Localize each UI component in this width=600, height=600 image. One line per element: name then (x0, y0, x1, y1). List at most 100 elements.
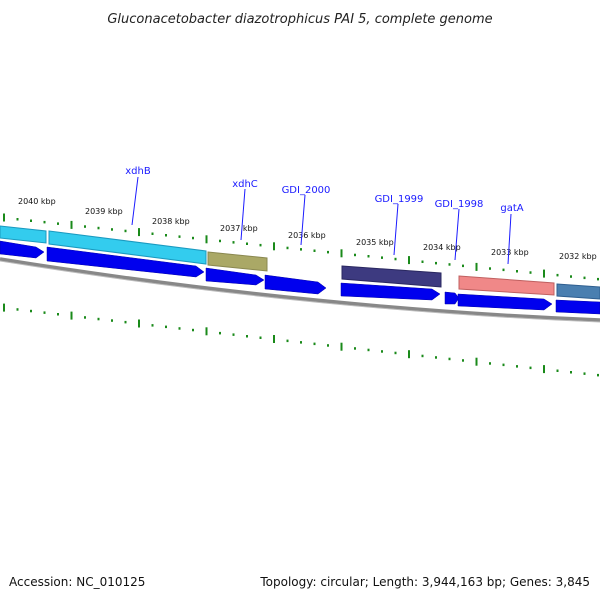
upper-minor-tick (219, 239, 221, 243)
lower-major-tick (3, 303, 5, 312)
tick-label-2039: 2039 kbp (85, 207, 123, 216)
gene-label-GDI_1998[interactable]: GDI_1998 (435, 199, 484, 210)
lower-minor-tick (259, 336, 262, 339)
tick-track-upper (3, 213, 599, 281)
gene-label-GDI_2000[interactable]: GDI_2000 (282, 185, 331, 196)
cds-arrow-3[interactable] (205, 267, 265, 286)
feature-gatA[interactable] (458, 275, 555, 296)
lower-minor-tick (448, 357, 451, 361)
lower-major-tick (205, 327, 208, 336)
upper-minor-tick (435, 261, 437, 265)
genome-backbone-highlight (0, 260, 600, 323)
leader-xdhC (240, 188, 246, 241)
upper-minor-tick (286, 246, 289, 250)
feature-xdhB[interactable] (48, 230, 207, 265)
lower-minor-tick (43, 311, 46, 314)
lower-major-tick (543, 365, 545, 374)
lower-minor-tick (219, 331, 221, 335)
gene-label-xdhB[interactable]: xdhB (125, 166, 151, 177)
feature-xdhC[interactable] (207, 251, 268, 272)
lower-major-tick (273, 335, 275, 343)
cds-arrow-7[interactable] (457, 293, 553, 311)
upper-minor-tick (43, 220, 46, 224)
lower-major-tick (475, 357, 478, 366)
tick-label-2037: 2037 kbp (220, 224, 258, 233)
lower-major-tick (340, 342, 343, 351)
leader-GDI_2000 (300, 194, 306, 246)
leader-gatA (507, 213, 512, 265)
tick-label-2032: 2032 kbp (559, 252, 597, 261)
lower-minor-tick (435, 356, 437, 359)
cds-arrow-5[interactable] (340, 282, 441, 301)
upper-minor-tick (313, 249, 316, 252)
upper-minor-tick (151, 232, 154, 235)
gene-label-GDI_1999[interactable]: GDI_1999 (375, 194, 424, 205)
cds-arrow-8[interactable] (555, 299, 600, 315)
lower-minor-tick (232, 333, 235, 336)
cds-arrow-1[interactable] (0, 240, 45, 259)
accession-label: Accession: NC_010125 (9, 575, 146, 589)
upper-minor-tick (502, 268, 505, 272)
feature-GDI_1999[interactable] (341, 265, 442, 288)
lower-minor-tick (597, 373, 599, 377)
lower-minor-tick (516, 365, 518, 368)
lower-major-tick (70, 311, 73, 320)
upper-minor-tick (394, 257, 397, 261)
lower-minor-tick (84, 316, 86, 319)
lower-minor-tick (192, 328, 194, 332)
upper-minor-tick (381, 256, 383, 259)
upper-minor-tick (192, 236, 194, 240)
upper-major-tick (273, 242, 275, 251)
upper-major-tick (475, 262, 478, 271)
upper-minor-tick (97, 226, 100, 230)
tick-track-lower (3, 303, 599, 377)
genome-backbone (0, 257, 600, 322)
upper-minor-tick (165, 234, 167, 237)
lower-minor-tick (30, 309, 32, 313)
upper-minor-tick (516, 270, 518, 273)
upper-minor-tick (597, 277, 599, 281)
gene-label-xdhC[interactable]: xdhC (232, 179, 258, 190)
upper-minor-tick (111, 228, 113, 231)
upper-minor-tick (259, 243, 262, 247)
feature-right-edge[interactable] (556, 283, 600, 300)
lower-minor-tick (16, 308, 19, 311)
cds-arrow-6[interactable] (444, 291, 460, 305)
lower-minor-tick (421, 354, 424, 358)
lower-minor-tick (300, 341, 302, 344)
lower-minor-tick (57, 313, 59, 316)
upper-major-tick (340, 249, 343, 258)
tick-label-2033: 2033 kbp (491, 248, 529, 257)
upper-minor-tick (583, 276, 586, 280)
feature-left-edge[interactable] (0, 225, 47, 244)
cds-arrow-2[interactable] (46, 246, 205, 278)
lower-minor-tick (313, 342, 316, 346)
upper-minor-tick (489, 267, 491, 270)
upper-minor-tick (421, 260, 424, 263)
upper-minor-tick (448, 263, 451, 266)
leader-GDI_1999 (393, 203, 399, 256)
tick-label-2035: 2035 kbp (356, 238, 394, 247)
lower-minor-tick (394, 351, 397, 355)
upper-minor-tick (327, 250, 329, 254)
upper-minor-tick (462, 264, 464, 268)
lower-minor-tick (502, 363, 505, 367)
upper-major-tick (408, 256, 410, 265)
cds-arrow-4[interactable] (264, 274, 327, 295)
lower-minor-tick (354, 347, 356, 350)
lower-minor-tick (367, 348, 370, 352)
lower-major-tick (138, 319, 140, 328)
lower-minor-tick (165, 325, 167, 329)
lower-minor-tick (529, 366, 532, 370)
gene-label-gatA[interactable]: gatA (500, 203, 523, 214)
leader-GDI_1998 (454, 208, 460, 261)
upper-minor-tick (570, 275, 572, 278)
tick-label-2036: 2036 kbp (288, 231, 326, 240)
lower-minor-tick (462, 359, 464, 362)
upper-major-tick (205, 235, 208, 244)
upper-minor-tick (124, 229, 127, 233)
upper-major-tick (3, 213, 5, 222)
upper-minor-tick (556, 273, 559, 277)
upper-minor-tick (178, 235, 181, 238)
genome-summary: Topology: circular; Length: 3,944,163 bp… (260, 575, 590, 589)
